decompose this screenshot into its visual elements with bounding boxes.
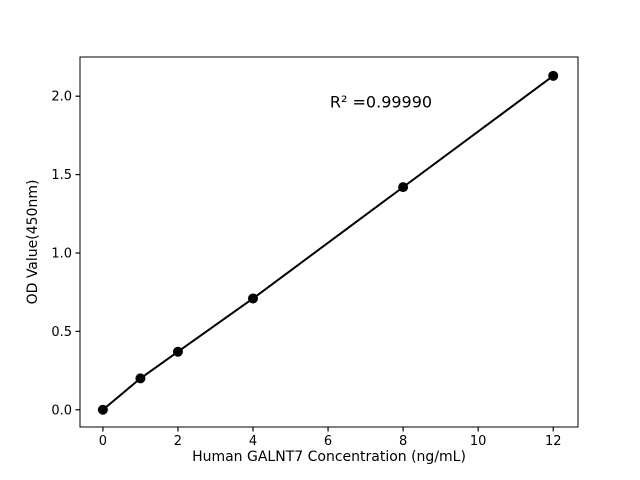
x-tick-label: 4 bbox=[249, 434, 257, 449]
data-point bbox=[135, 373, 146, 384]
x-tick-label: 2 bbox=[174, 434, 182, 449]
data-point bbox=[398, 182, 409, 193]
x-axis-label: Human GALNT7 Concentration (ng/mL) bbox=[192, 449, 466, 465]
y-tick-label: 0.5 bbox=[51, 325, 72, 340]
data-point bbox=[248, 293, 259, 304]
y-axis-label: OD Value(450nm) bbox=[25, 179, 41, 305]
y-tick-label: 1.5 bbox=[51, 168, 72, 183]
data-point bbox=[97, 404, 108, 415]
data-point bbox=[172, 346, 183, 357]
data-point bbox=[548, 70, 559, 81]
x-tick-label: 6 bbox=[324, 434, 332, 449]
x-tick-label: 0 bbox=[99, 434, 107, 449]
x-tick-label: 8 bbox=[399, 434, 407, 449]
data-line bbox=[101, 74, 555, 411]
x-tick-label: 12 bbox=[545, 434, 562, 449]
y-tick-label: 0.0 bbox=[51, 403, 72, 418]
r-squared-annotation: R² =0.99990 bbox=[329, 92, 433, 112]
y-tick-label: 1.0 bbox=[51, 246, 72, 261]
x-tick-label: 10 bbox=[470, 434, 487, 449]
y-tick-label: 2.0 bbox=[51, 90, 72, 105]
